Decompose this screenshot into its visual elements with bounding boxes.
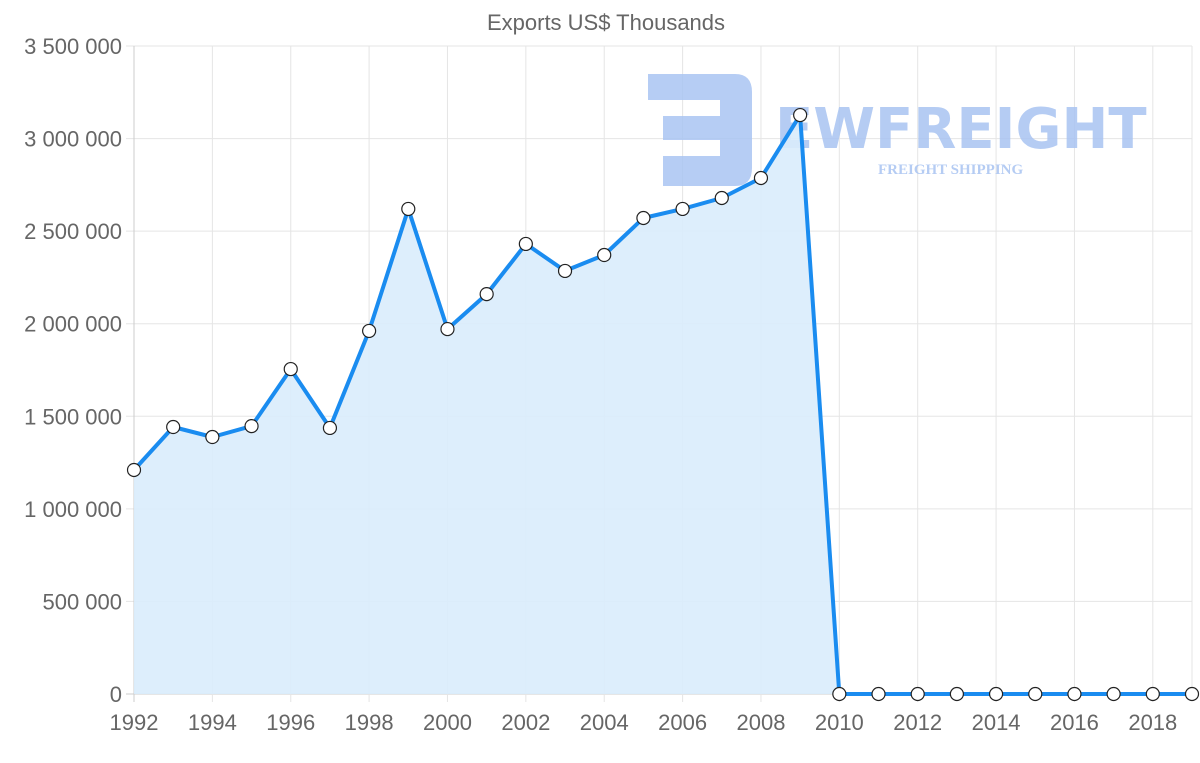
y-tick-label: 2 000 000 bbox=[24, 312, 122, 337]
y-tick-label: 0 bbox=[110, 682, 122, 707]
x-tick-label: 2012 bbox=[893, 710, 942, 735]
data-point bbox=[126, 462, 142, 478]
y-axis: 0 500 000 1 000 000 1 500 000 2 000 000 2 500… bbox=[24, 34, 122, 707]
series-line bbox=[132, 113, 1192, 696]
x-tick-label: 2010 bbox=[815, 710, 864, 735]
watermark-logo: EWFREIGHT FREIGHT SHIPPING bbox=[648, 74, 1147, 186]
data-point bbox=[401, 201, 416, 217]
y-tick-label: 1 500 000 bbox=[24, 404, 122, 429]
x-tick-label: 1992 bbox=[110, 710, 159, 735]
x-tick-label: 1994 bbox=[188, 710, 237, 735]
x-tick-label: 2004 bbox=[580, 710, 629, 735]
data-point bbox=[557, 263, 573, 279]
x-tick-label: 2018 bbox=[1128, 710, 1177, 735]
x-tick-label: 1996 bbox=[266, 710, 315, 735]
watermark-tagline: FREIGHT SHIPPING bbox=[878, 162, 1023, 178]
x-axis: 1992 1994 1996 1998 2000 2002 2004 2006 2008 2010… bbox=[110, 710, 1178, 735]
data-point bbox=[362, 323, 377, 339]
data-point bbox=[166, 419, 181, 435]
logo-mark-icon bbox=[648, 74, 752, 186]
data-point bbox=[440, 321, 455, 337]
x-tick-label: 2008 bbox=[736, 710, 785, 735]
data-point bbox=[832, 686, 847, 702]
x-tick-label: 2002 bbox=[501, 710, 550, 735]
data-point bbox=[1184, 686, 1200, 702]
x-tick-label: 2014 bbox=[972, 710, 1021, 735]
data-point bbox=[1145, 686, 1160, 702]
data-point bbox=[518, 236, 533, 252]
data-points bbox=[126, 107, 1200, 702]
y-tick-label: 2 500 000 bbox=[24, 219, 122, 244]
y-tick-label: 3 500 000 bbox=[24, 34, 122, 59]
x-tick-label: 2016 bbox=[1050, 710, 1099, 735]
data-point bbox=[205, 429, 220, 445]
y-tick-label: 3 000 000 bbox=[24, 127, 122, 152]
y-tick-label: 1 000 000 bbox=[24, 497, 122, 522]
data-point bbox=[949, 686, 964, 702]
data-point bbox=[479, 286, 494, 302]
data-point bbox=[1067, 686, 1082, 702]
data-point bbox=[675, 201, 690, 217]
data-point bbox=[244, 418, 259, 434]
x-tick-label: 1998 bbox=[345, 710, 394, 735]
watermark-brand: EWFREIGHT bbox=[775, 97, 1147, 162]
series-area bbox=[134, 115, 1192, 695]
data-point bbox=[1028, 686, 1043, 702]
chart-title: Exports US$ Thousands bbox=[487, 10, 725, 35]
data-point bbox=[636, 210, 651, 226]
data-point bbox=[910, 686, 925, 702]
data-point bbox=[793, 107, 808, 123]
data-point bbox=[322, 420, 338, 436]
data-point bbox=[714, 190, 729, 206]
data-point bbox=[753, 170, 769, 186]
x-tick-label: 2006 bbox=[658, 710, 707, 735]
data-point bbox=[597, 247, 612, 263]
data-point bbox=[988, 686, 1004, 702]
data-point bbox=[1106, 686, 1121, 702]
data-point bbox=[871, 686, 886, 702]
x-tick-label: 2000 bbox=[423, 710, 472, 735]
data-point bbox=[283, 361, 298, 377]
y-tick-label: 500 000 bbox=[42, 589, 122, 614]
